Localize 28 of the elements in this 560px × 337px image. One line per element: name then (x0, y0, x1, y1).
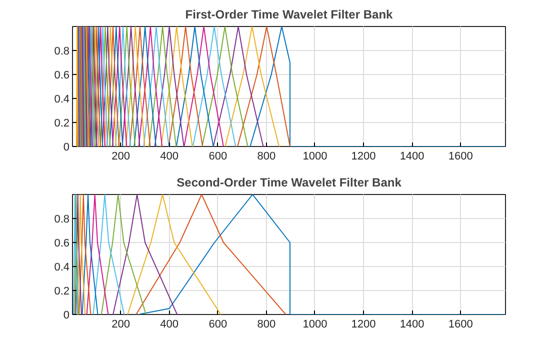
x-tick-label: 1600 (448, 150, 473, 162)
y-tick-label: 0.4 (54, 94, 70, 106)
y-tick-label: 0.2 (54, 118, 70, 130)
x-tick-label: 600 (208, 318, 228, 330)
y-tick-label: 0.8 (54, 46, 70, 58)
x-tick-label: 800 (257, 150, 276, 162)
x-tick-label: 400 (160, 318, 179, 330)
x-tick-label: 1400 (400, 150, 424, 162)
x-tick-label: 1400 (400, 318, 424, 330)
x-tick-label: 1600 (448, 318, 473, 330)
x-tick-label: 200 (112, 150, 130, 162)
y-tick-label: 0.4 (54, 262, 70, 274)
y-tick-label: 0 (63, 142, 70, 154)
x-tick-label: 1200 (351, 318, 376, 330)
x-tick-label: 400 (160, 150, 179, 162)
x-tick-label: 1200 (351, 150, 376, 162)
x-tick-label: 800 (257, 318, 276, 330)
y-tick-label: 0.6 (54, 70, 70, 82)
y-tick-label: 0.2 (54, 286, 70, 298)
chart-title: Second-Order Time Wavelet Filter Bank (176, 176, 402, 190)
x-tick-label: 1000 (302, 318, 328, 330)
y-tick-label: 0 (63, 310, 70, 322)
y-tick-label: 0.6 (54, 238, 70, 250)
x-tick-label: 1000 (302, 150, 328, 162)
y-tick-label: 0.8 (54, 214, 70, 226)
x-tick-label: 600 (208, 150, 228, 162)
chart-title: First-Order Time Wavelet Filter Bank (185, 8, 394, 22)
x-tick-label: 200 (112, 318, 130, 330)
